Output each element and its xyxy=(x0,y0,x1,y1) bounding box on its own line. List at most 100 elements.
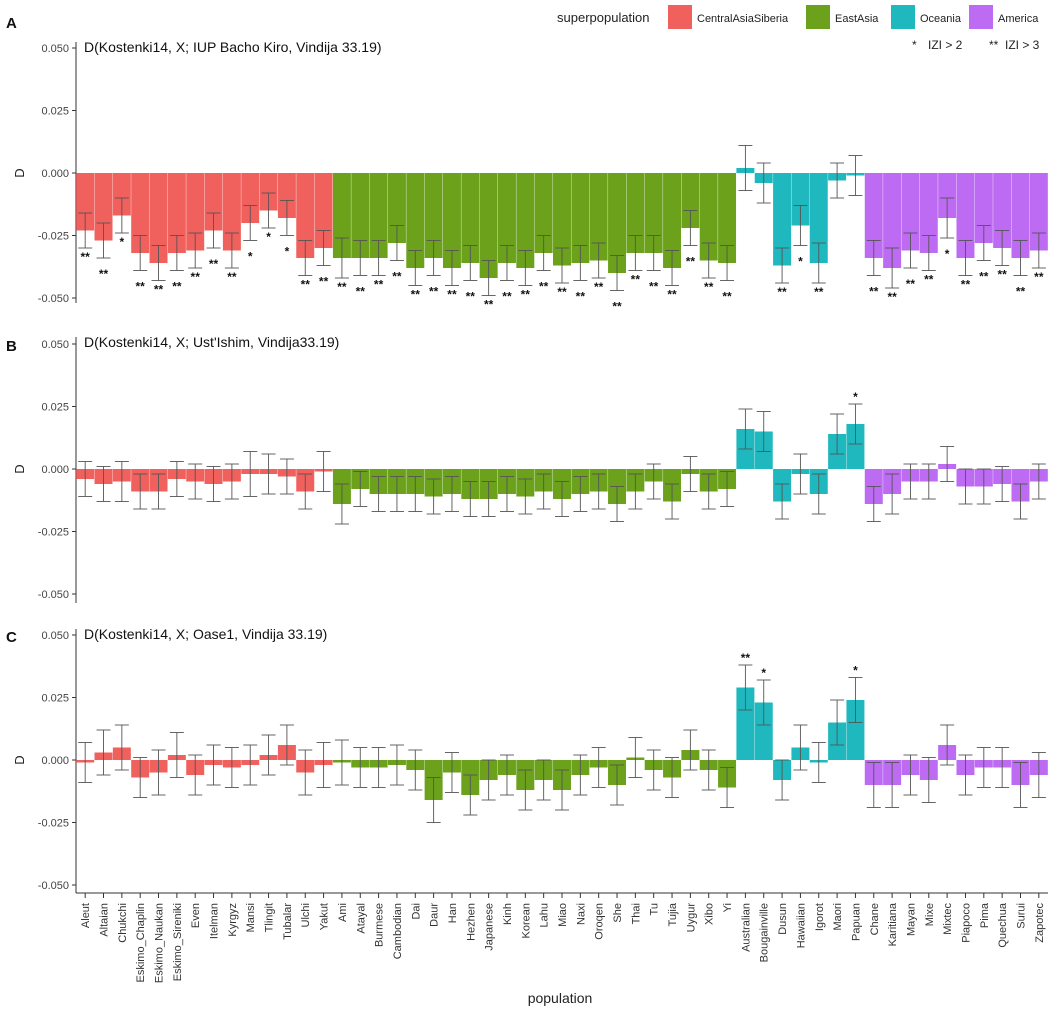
significance-label: ** xyxy=(301,278,311,292)
bar-zapotec xyxy=(1029,173,1048,251)
x-tick-label: Xibo xyxy=(704,903,716,925)
significance-label: ** xyxy=(1034,270,1044,284)
x-tick-label: Australian xyxy=(740,903,752,952)
y-tick-label: -0.025 xyxy=(38,231,69,243)
bar-kinh xyxy=(497,173,516,263)
significance-label: ** xyxy=(521,288,531,302)
bar-karitiana xyxy=(883,173,902,268)
bar-dai xyxy=(406,173,425,268)
bar-mixtec xyxy=(938,173,957,218)
y-tick-label: -0.050 xyxy=(38,293,69,305)
y-tick-label: 0.000 xyxy=(41,464,69,476)
bar-yi xyxy=(718,173,737,263)
x-tick-label: Pima xyxy=(979,902,991,928)
significance-label: ** xyxy=(906,277,916,291)
x-tick-label: Kinh xyxy=(502,903,514,925)
x-axis: Aleut Altaian Chukchi Eskimo_Chaplin Eskimo_… xyxy=(76,892,1048,983)
y-axis-title: D xyxy=(12,168,27,177)
y-tick-label: -0.025 xyxy=(38,818,69,830)
y-tick-label: 0.025 xyxy=(41,106,69,118)
significance-label: ** xyxy=(337,280,347,294)
bar-bougainville xyxy=(754,702,773,760)
significance-label: ** xyxy=(594,280,604,294)
y-tick-label: 0.000 xyxy=(41,168,69,180)
legend-label-america: America xyxy=(998,13,1039,25)
y-axis-title: D xyxy=(12,755,27,764)
significance-label: * xyxy=(266,230,271,244)
bar-piapoco xyxy=(956,173,975,258)
x-tick-label: Papuan xyxy=(850,903,862,941)
bar-eskimo_naukan xyxy=(149,173,168,263)
legend-swatch-eastasia xyxy=(806,5,830,29)
legend-sig2-symbol: ** xyxy=(989,38,999,52)
bar-australian xyxy=(736,687,755,760)
x-tick-label: Oroqen xyxy=(594,903,606,940)
significance-label: ** xyxy=(191,270,201,284)
x-tick-label: Yi xyxy=(722,903,734,912)
legend: superpopulation CentralAsiaSiberia EastA… xyxy=(557,5,1040,52)
x-tick-label: Hezhen xyxy=(465,903,477,941)
bar-hawaiian xyxy=(791,173,810,226)
x-tick-label: Chane xyxy=(869,903,881,935)
bar-altaian xyxy=(94,173,113,241)
significance-label: ** xyxy=(704,280,714,294)
x-tick-label: Cambodian xyxy=(392,903,404,959)
y-tick-label: 0.050 xyxy=(41,339,69,351)
bar-thai xyxy=(626,173,645,253)
bar-mayan xyxy=(901,173,920,251)
x-tick-label: Bougainville xyxy=(759,903,771,962)
bar-tu xyxy=(644,173,663,253)
legend-label-oceania: Oceania xyxy=(920,13,962,25)
bar-mansi xyxy=(241,173,260,223)
bar-uygur xyxy=(681,173,700,228)
legend-sig2-label: IZI > 3 xyxy=(1005,38,1040,52)
x-tick-label: Eskimo_Chaplin xyxy=(135,903,147,982)
x-tick-label: Han xyxy=(447,903,459,923)
bar-kyrgyz xyxy=(222,173,241,251)
significance-label: ** xyxy=(924,273,934,287)
bar-even xyxy=(186,173,205,251)
x-tick-label: Mixe xyxy=(924,903,936,926)
bar-tubalar xyxy=(277,173,296,218)
significance-label: ** xyxy=(484,298,494,312)
significance-label: ** xyxy=(319,275,329,289)
significance-label: ** xyxy=(741,651,751,665)
x-tick-label: Igorot xyxy=(814,903,826,931)
panel-a: A 0.050 0.025 0.000 -0.025 -0.050 D D(Kostenki1… xyxy=(6,15,1048,314)
panels: A 0.050 0.025 0.000 -0.025 -0.050 D D(Kostenki1… xyxy=(6,15,1048,983)
x-tick-label: Miao xyxy=(557,903,569,927)
bar-dusun xyxy=(773,173,792,266)
y-tick-label: 0.050 xyxy=(41,630,69,642)
significance-label: ** xyxy=(576,290,586,304)
significance-label: ** xyxy=(227,270,237,284)
significance-label: ** xyxy=(502,290,512,304)
x-tick-label: Eskimo_Sireniki xyxy=(172,903,184,981)
significance-label: ** xyxy=(136,280,146,294)
bar-oroqen xyxy=(589,173,608,261)
panel-title: D(Kostenki14, X; IUP Bacho Kiro, Vindija… xyxy=(84,39,382,55)
x-tick-label: Burmese xyxy=(374,903,386,947)
significance-label: ** xyxy=(209,257,219,271)
significance-label: * xyxy=(761,666,766,680)
bar-xibo xyxy=(699,173,718,261)
significance-label: ** xyxy=(997,268,1007,282)
significance-label: ** xyxy=(612,300,622,314)
legend-swatch-centralasiasiberia xyxy=(668,5,692,29)
significance-label: ** xyxy=(411,288,421,302)
significance-label: ** xyxy=(392,270,402,284)
y-tick-label: 0.025 xyxy=(41,693,69,705)
bar-korean xyxy=(516,173,535,268)
significance-label: ** xyxy=(887,290,897,304)
x-tick-label: Hawaiian xyxy=(795,903,807,948)
bar-chane xyxy=(864,173,883,258)
significance-label: ** xyxy=(649,280,659,294)
x-tick-label: Tlingit xyxy=(264,903,276,932)
x-tick-label: Tubalar xyxy=(282,903,294,940)
panel-letter: A xyxy=(6,15,17,32)
significance-label: ** xyxy=(447,288,457,302)
significance-label: ** xyxy=(539,280,549,294)
x-tick-label: Ulchi xyxy=(300,903,312,927)
bar-miao xyxy=(553,173,571,266)
bar-ulchi xyxy=(296,173,315,258)
